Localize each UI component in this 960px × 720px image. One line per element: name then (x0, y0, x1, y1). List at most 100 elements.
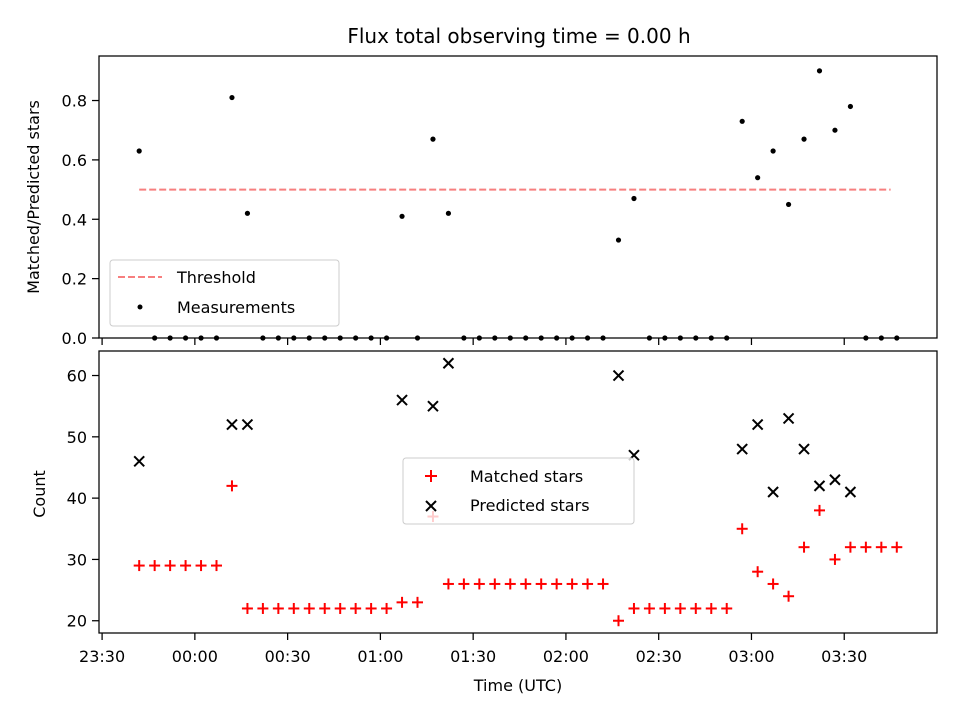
matched-legend-swatch (425, 470, 437, 482)
x-tick-label: 03:30 (821, 647, 867, 666)
x-tick-label: 02:30 (636, 647, 682, 666)
measurement-point (229, 94, 235, 101)
threshold-legend-label: Threshold (176, 268, 256, 287)
matched-star-point (180, 560, 192, 572)
top-y-tick-label: 0.2 (62, 270, 87, 289)
matched-star-point (334, 602, 346, 614)
matched-star-point (458, 578, 470, 590)
predicted-star-point (133, 455, 145, 468)
x-tick-label: 00:30 (265, 647, 311, 666)
x-tick-label: 23:30 (79, 647, 125, 666)
predicted-star-point (396, 394, 408, 406)
x-tick-label: 02:00 (543, 647, 589, 666)
matched-star-point (628, 602, 640, 614)
top-y-tick-label: 0.8 (62, 92, 87, 111)
bottom-y-tick-label: 40 (67, 489, 87, 508)
matched-star-point (690, 602, 702, 614)
matched-star-point (566, 578, 578, 590)
matched-star-point (674, 602, 686, 614)
predicted-star-point (767, 486, 779, 498)
bottom-y-tick-label: 50 (67, 428, 87, 447)
bottom-plot-area: 20 30 40 50 60 23:30 00:00 00:30 01:00 01:30 02:00… (67, 357, 903, 666)
measurement-point (399, 213, 405, 219)
measurement-point (615, 237, 622, 243)
predicted-star-point (427, 400, 439, 412)
matched-star-point (365, 602, 377, 614)
bottom-y-tick-label: 20 (67, 612, 87, 631)
predicted-star-point (829, 474, 841, 486)
x-tick-label: 00:00 (172, 647, 218, 666)
measurement-point (847, 103, 854, 110)
measurement-point (136, 148, 142, 154)
matched-star-point (844, 541, 856, 553)
x-tick-label: 03:00 (728, 647, 774, 666)
matched-star-point (226, 480, 238, 492)
predicted-star-point (226, 418, 238, 431)
matched-star-point (473, 578, 485, 590)
matched-star-point (783, 590, 795, 602)
matched-star-point (241, 602, 253, 614)
top-plot-frame (98, 55, 938, 339)
matched-star-point (396, 596, 408, 608)
predicted-star-point (782, 412, 795, 425)
measurement-point (770, 148, 776, 154)
measurement-point (739, 118, 745, 124)
matched-star-point (350, 602, 362, 614)
matched-star-point (891, 541, 903, 553)
matched-star-point (829, 553, 841, 565)
top-y-tick-label: 0.0 (62, 329, 87, 348)
bottom-y-tick-label: 60 (67, 367, 87, 386)
matched-star-point (643, 602, 655, 614)
matched-star-point (288, 602, 300, 614)
matched-star-point (164, 560, 176, 572)
measurement-point (832, 127, 838, 133)
matched-star-point (798, 541, 810, 553)
measurement-point (631, 195, 637, 202)
top-y-tick-label: 0.6 (62, 151, 87, 170)
x-tick-label: 01:00 (357, 647, 403, 666)
matched-star-point (767, 578, 779, 590)
measurement-point (430, 136, 436, 142)
x-tick-label: 01:30 (450, 647, 496, 666)
matched-star-point (272, 602, 284, 614)
bottom-legend-box (402, 457, 635, 525)
bottom-y-axis-label: Count (30, 470, 49, 518)
matched-star-point (195, 560, 207, 572)
predicted-legend-swatch (425, 500, 437, 512)
matched-star-point (612, 615, 624, 627)
top-plot-area: 0.0 0.2 0.4 0.6 0.8 (62, 68, 900, 348)
predicted-star-point (844, 486, 857, 498)
bottom-y-tick-label: 30 (67, 550, 87, 569)
matched-star-point (582, 578, 594, 590)
bottom-plot-frame (98, 350, 938, 634)
matched-star-point (535, 578, 547, 590)
measurement-point (244, 210, 251, 216)
chart-title: Flux total observing time = 0.00 h (347, 24, 690, 48)
predicted-star-point (612, 369, 625, 382)
matched-star-point (659, 602, 671, 614)
top-legend-box (109, 259, 340, 327)
matched-legend-label: Matched stars (470, 467, 583, 486)
predicted-star-point (813, 480, 826, 492)
matched-star-point (489, 578, 501, 590)
matched-star-point (736, 523, 748, 535)
predicted-star-point (442, 357, 455, 369)
predicted-star-point (241, 418, 254, 431)
measurements-legend-label: Measurements (177, 298, 295, 317)
measurements-legend-swatch (137, 304, 143, 310)
top-y-axis-label: Matched/Predicted stars (24, 100, 43, 294)
measurement-point (755, 175, 761, 181)
measurement-point (445, 210, 452, 216)
matched-star-point (860, 541, 872, 553)
matched-star-point (303, 602, 315, 614)
matched-star-point (520, 578, 532, 590)
matched-star-point (381, 602, 393, 614)
predicted-star-point (736, 443, 748, 455)
predicted-legend-label: Predicted stars (470, 496, 590, 515)
matched-star-point (752, 566, 764, 578)
measurement-point (801, 136, 807, 142)
matched-star-point (149, 560, 161, 572)
matched-star-point (442, 578, 454, 590)
matched-star-point (319, 602, 331, 614)
